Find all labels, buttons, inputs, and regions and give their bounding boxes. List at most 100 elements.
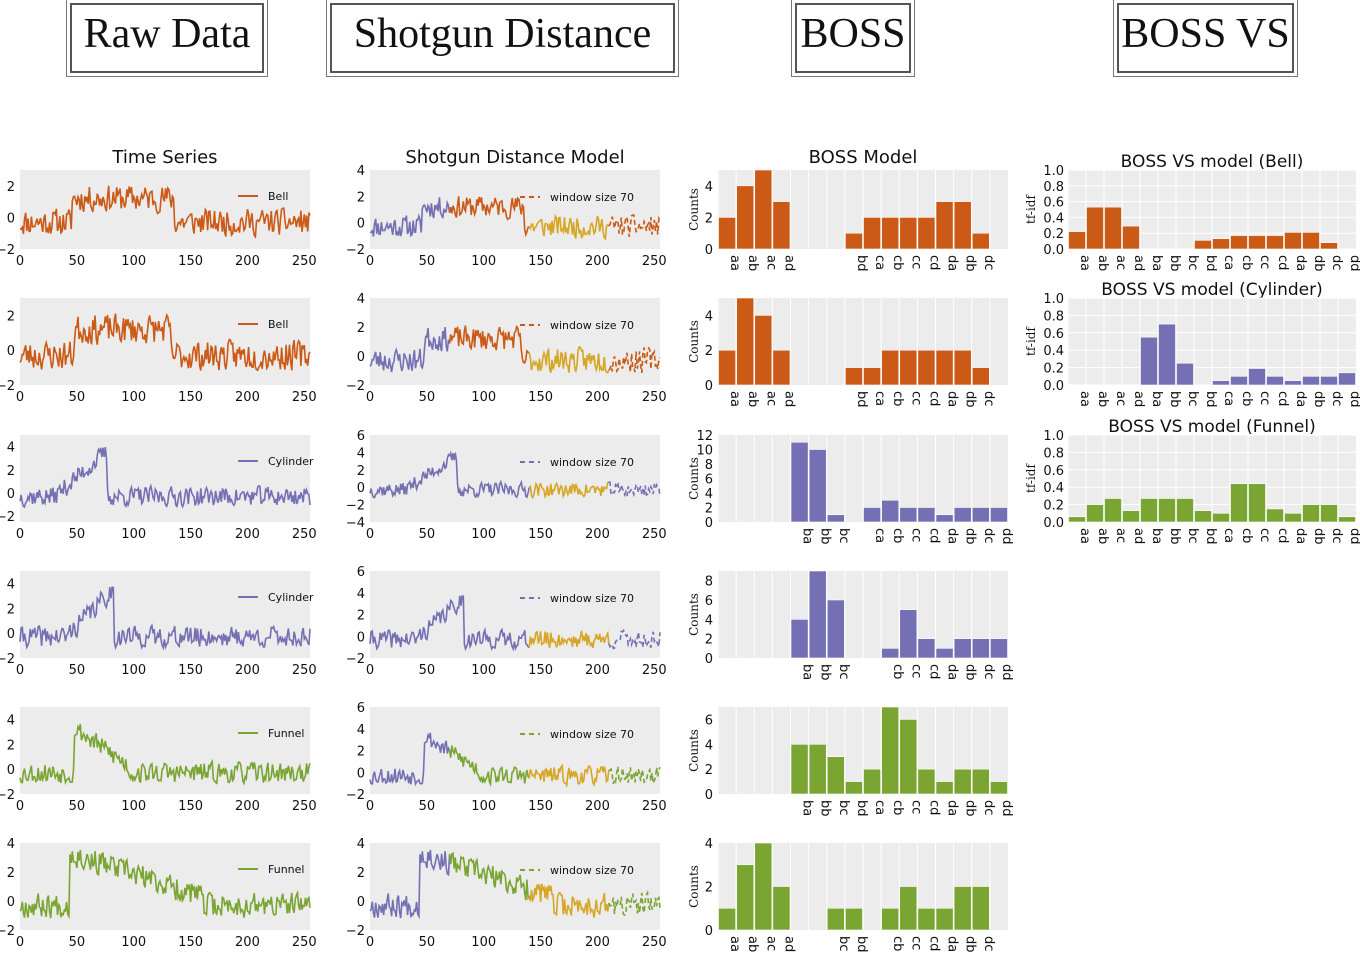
bossvs-ylabel-2: tf-idf <box>1024 463 1038 493</box>
raw-series-line-4 <box>19 724 311 786</box>
boss-cat-label-5-da: da <box>945 936 960 952</box>
shotgun-4-ytick-4: 6 <box>357 701 365 716</box>
raw-5-xtick-4: 200 <box>235 935 260 950</box>
raw-legend-0-label: Bell <box>268 190 288 203</box>
boss-bar-2-cb <box>881 499 900 523</box>
shotgun-window-4-3 <box>608 766 661 785</box>
shotgun-3-xtick-0: 0 <box>366 663 374 678</box>
shotgun-5-xtick-5: 250 <box>642 935 667 950</box>
bossvs-cat-label-2-dc: dc <box>1329 528 1344 543</box>
shotgun-window-2-3 <box>608 481 661 498</box>
raw-4-xtick-2: 100 <box>121 799 146 814</box>
boss-cat-label-4-cb: cb <box>890 800 905 815</box>
boss-bar-4-cd <box>917 768 936 795</box>
bossvs-bar-2-ad <box>1122 510 1140 523</box>
shotgun-0-xtick-5: 250 <box>642 254 667 269</box>
bossvs-cat-label-2-cb: cb <box>1239 528 1254 543</box>
bossvs-ytick-2-0: 0.0 <box>1043 516 1064 531</box>
boss-bar-0-cb <box>881 217 900 250</box>
raw-1-xtick-4: 200 <box>235 390 260 405</box>
raw-4-ytick-1: 0 <box>7 763 15 778</box>
shotgun-legend-4-label: window size 70 <box>550 728 634 741</box>
shotgun-5-xtick-3: 150 <box>528 935 553 950</box>
boss-bar-1-bd <box>845 367 863 386</box>
raw-1-xtick-2: 100 <box>121 390 146 405</box>
boss-cat-label-0-cd: cd <box>926 255 941 270</box>
boss-bar-2-cc <box>899 507 918 523</box>
shotgun-window-0-2 <box>528 213 610 241</box>
boss-bar-2-ca <box>863 507 881 523</box>
boss-bar-2-bc <box>826 514 845 523</box>
shotgun-4-xtick-5: 250 <box>642 799 667 814</box>
bossvs-cat-label-0-ab: ab <box>1095 255 1110 271</box>
bossvs-cat-label-1-ab: ab <box>1095 391 1110 407</box>
boss-2-ytick-3: 6 <box>705 473 713 488</box>
raw-1-xtick-3: 150 <box>178 390 203 405</box>
shotgun-3-ytick-4: 6 <box>357 565 365 580</box>
raw-0-xtick-5: 250 <box>292 254 317 269</box>
boss-cat-label-2-cd: cd <box>926 528 941 543</box>
bossvs-cat-label-1-cc: cc <box>1257 391 1272 405</box>
shotgun-2-xtick-4: 200 <box>585 527 610 542</box>
boss-bar-3-dd <box>990 638 1008 659</box>
bossvs-cat-label-0-dc: dc <box>1329 255 1344 270</box>
bossvs-bar-0-db <box>1302 232 1320 250</box>
raw-2-xtick-5: 250 <box>292 527 317 542</box>
boss-panel-title: BOSS Model <box>809 147 918 168</box>
boss-cat-label-2-cc: cc <box>908 528 923 542</box>
boss-2-ytick-0: 0 <box>705 516 713 531</box>
shotgun-2-ytick-2: 0 <box>357 481 365 496</box>
raw-5-ytick-1: 0 <box>7 895 15 910</box>
boss-3-ytick-0: 0 <box>705 652 713 667</box>
boss-cat-label-2-bb: bb <box>818 528 833 545</box>
shotgun-4-ytick-2: 2 <box>357 745 365 760</box>
boss-bar-2-dd <box>990 507 1008 523</box>
boss-1-ytick-2: 4 <box>705 309 713 324</box>
boss-bar-5-bc <box>826 907 845 931</box>
header-boss-vs: BOSS VS <box>1113 0 1298 77</box>
boss-bar-0-cd <box>917 217 936 250</box>
bossvs-cat-label-2-aa: aa <box>1077 528 1092 544</box>
boss-cat-label-1-ab: ab <box>745 391 760 407</box>
bossvs-ytick-2-2: 0.4 <box>1043 481 1064 496</box>
shotgun-3-ytick-3: 4 <box>357 587 365 602</box>
raw-2-xtick-4: 200 <box>235 527 260 542</box>
shotgun-1-xtick-4: 200 <box>585 390 610 405</box>
bossvs-bar-1-cd <box>1266 375 1284 386</box>
boss-cat-label-3-cb: cb <box>890 664 905 679</box>
boss-bar-3-ba <box>790 619 809 659</box>
boss-cat-label-3-cc: cc <box>908 664 923 678</box>
shotgun-window-4-2 <box>528 763 610 789</box>
bossvs-bar-2-db <box>1302 504 1320 523</box>
boss-bar-4-bc <box>826 756 845 795</box>
shotgun-4-xtick-0: 0 <box>366 799 374 814</box>
raw-plot-area-2 <box>20 435 310 522</box>
shotgun-0-xtick-2: 100 <box>471 254 496 269</box>
shotgun-1-xtick-3: 150 <box>528 390 553 405</box>
shotgun-4-ytick-3: 4 <box>357 723 365 738</box>
shotgun-plot-area-4 <box>370 707 660 794</box>
boss-cat-label-0-dc: dc <box>981 255 996 270</box>
bossvs-ytick-0-5: 1.0 <box>1043 164 1064 179</box>
raw-2-xtick-1: 50 <box>69 527 86 542</box>
bossvs-bar-0-da <box>1284 232 1302 250</box>
bossvs-cat-label-0-bb: bb <box>1167 255 1182 272</box>
raw-3-xtick-2: 100 <box>121 663 146 678</box>
shotgun-5-xtick-0: 0 <box>366 935 374 950</box>
bossvs-bar-1-da <box>1284 380 1302 386</box>
shotgun-2-ytick-3: 2 <box>357 464 365 479</box>
boss-cat-label-4-cd: cd <box>926 800 941 815</box>
shotgun-1-ytick-2: 2 <box>357 321 365 336</box>
boss-cat-label-5-ac: ac <box>763 936 778 951</box>
boss-cat-label-0-cb: cb <box>890 255 905 270</box>
header-raw-data: Raw Data <box>66 0 268 77</box>
boss-bar-1-cb <box>881 349 900 386</box>
raw-5-ytick-0: −2 <box>0 924 15 939</box>
bossvs-cat-label-2-bd: bd <box>1203 528 1218 545</box>
boss-cat-label-5-bd: bd <box>854 936 869 953</box>
shotgun-window-2-2 <box>528 481 610 500</box>
boss-cat-label-0-ca: ca <box>872 255 887 270</box>
raw-legend-4-label: Funnel <box>268 727 304 740</box>
raw-5-ytick-3: 4 <box>7 837 15 852</box>
bossvs-cat-label-0-aa: aa <box>1077 255 1092 271</box>
